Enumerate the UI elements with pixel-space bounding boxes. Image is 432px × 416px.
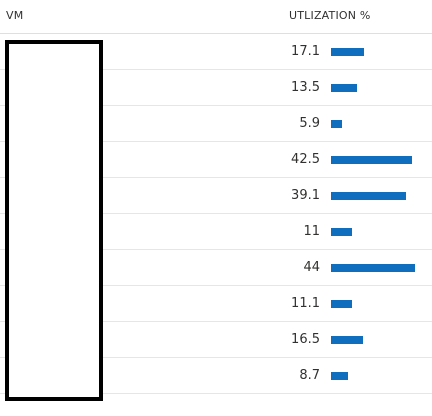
utilization-value: 44 (303, 260, 320, 275)
utilization-value: 39.1 (291, 188, 320, 203)
table-row[interactable]: 11.1 (0, 286, 432, 322)
utilization-bar (331, 372, 348, 380)
table-body: 17.1 13.5 5.9 42.5 39.1 11 44 11.1 (0, 34, 432, 394)
utilization-value: 8.7 (299, 368, 320, 383)
table-header: VM UTLIZATION % (0, 0, 432, 34)
table-row[interactable]: 44 (0, 250, 432, 286)
utilization-bar-track (331, 48, 419, 56)
utilization-bar (331, 336, 363, 344)
table-row[interactable]: 8.7 (0, 358, 432, 394)
utilization-value: 17.1 (291, 44, 320, 59)
utilization-bar-track (331, 336, 419, 344)
utilization-bar-track (331, 372, 419, 380)
utilization-bar-track (331, 84, 419, 92)
utilization-value: 42.5 (291, 152, 320, 167)
utilization-bar (331, 228, 352, 236)
utilization-bar (331, 120, 342, 128)
utilization-bar (331, 264, 415, 272)
utilization-bar (331, 300, 352, 308)
utilization-bar-track (331, 192, 419, 200)
table-row[interactable]: 42.5 (0, 142, 432, 178)
table-row[interactable]: 17.1 (0, 34, 432, 70)
utilization-bar-track (331, 228, 419, 236)
utilization-value: 5.9 (299, 116, 320, 131)
utilization-bar (331, 192, 406, 200)
table-row[interactable]: 11 (0, 214, 432, 250)
utilization-bar-track (331, 300, 419, 308)
utilization-value: 11.1 (291, 296, 320, 311)
table-row[interactable]: 13.5 (0, 70, 432, 106)
table-row[interactable]: 39.1 (0, 178, 432, 214)
utilization-bar (331, 48, 364, 56)
utilization-bar-track (331, 156, 419, 164)
vm-column-header[interactable]: VM (6, 9, 24, 22)
utilization-value: 11 (303, 224, 320, 239)
utilization-value: 13.5 (291, 80, 320, 95)
table-row[interactable]: 5.9 (0, 106, 432, 142)
utilization-bar-track (331, 120, 419, 128)
utilization-value: 16.5 (291, 332, 320, 347)
utilization-bar (331, 84, 357, 92)
redacted-vm-names-box (5, 40, 103, 401)
utilization-column-header[interactable]: UTLIZATION % (289, 9, 371, 22)
utilization-bar-track (331, 264, 419, 272)
utilization-bar (331, 156, 412, 164)
table-row[interactable]: 16.5 (0, 322, 432, 358)
